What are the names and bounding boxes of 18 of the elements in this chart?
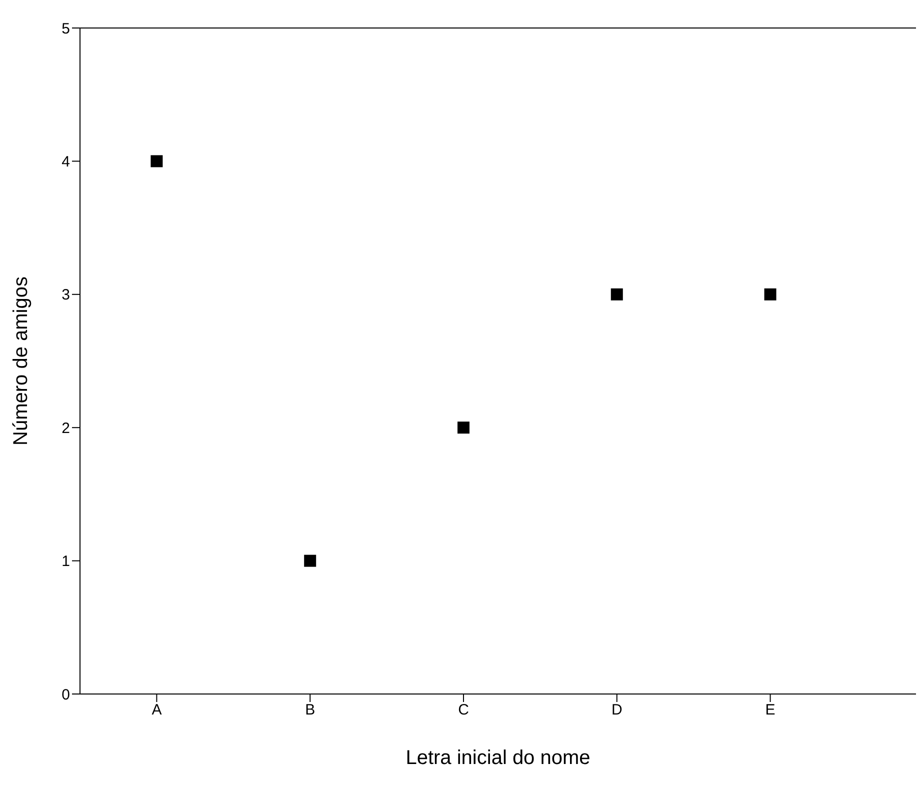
y-tick-label: 2 (62, 420, 70, 437)
x-tick-label: D (611, 702, 622, 719)
point (150, 155, 163, 168)
x-tick-label: A (152, 702, 162, 719)
y-tick-label: 0 (62, 686, 70, 704)
x-tick-label: E (765, 702, 776, 719)
point (457, 422, 470, 434)
x-tick-label: B (305, 702, 316, 719)
y-tick-label: 3 (62, 286, 70, 304)
y-axis-title: Número de amigos (10, 276, 32, 446)
point (610, 288, 623, 300)
y-tick-label: 4 (62, 154, 70, 171)
x-tick-label: C (458, 702, 470, 719)
x-axis-title: Letra inicial do nome (406, 747, 590, 769)
y-tick-label: 1 (62, 553, 70, 570)
y-tick-label: 5 (62, 20, 70, 38)
point (764, 288, 776, 300)
point (304, 554, 316, 567)
